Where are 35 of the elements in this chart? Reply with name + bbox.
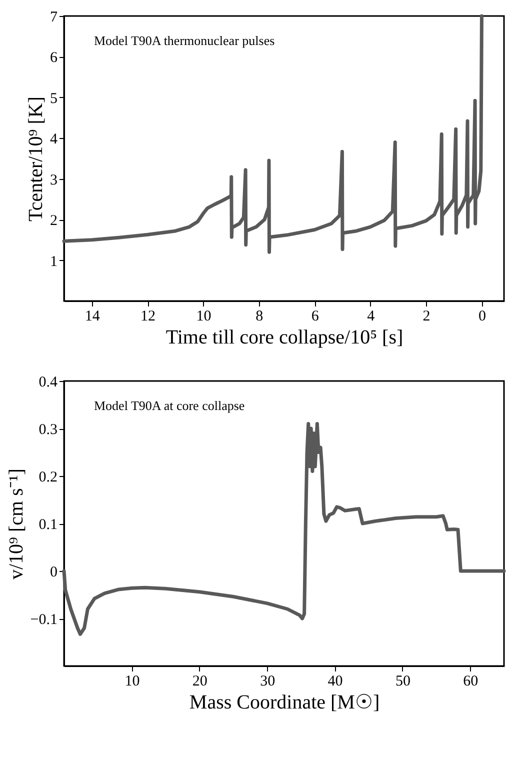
line-series — [62, 14, 484, 254]
x-axis-title: Time till core collapse/10⁵ [s] — [166, 326, 404, 348]
y-tick-label: 0.4 — [38, 374, 58, 390]
y-tick-label: 7 — [50, 10, 58, 26]
x-tick-label: 10 — [124, 674, 140, 690]
x-tick-label: 8 — [256, 308, 264, 324]
y-tick-label: 1 — [50, 254, 58, 270]
x-tick-label: 50 — [395, 674, 410, 690]
x-tick-label: 12 — [140, 308, 156, 324]
y-tick-label: 0.2 — [38, 470, 58, 486]
y-tick-label: 0.3 — [38, 422, 58, 438]
y-tick-label: 0.1 — [38, 517, 58, 533]
y-tick-label: −0.1 — [30, 612, 58, 628]
x-tick-label: 20 — [192, 674, 208, 690]
line-series — [62, 422, 506, 636]
y-tick-label: 4 — [50, 132, 58, 148]
x-tick-label: 40 — [328, 674, 343, 690]
x-tick-label: 14 — [84, 308, 100, 324]
y-axis-title: Tcenter/10⁹ [K] — [25, 96, 47, 222]
x-tick-label: 4 — [367, 308, 376, 324]
x-tick-label: 60 — [463, 674, 478, 690]
y-axis-title: v/10⁹ [cm s⁻¹] — [5, 468, 28, 580]
x-tick-label: 0 — [478, 308, 486, 324]
x-tick-label: 2 — [422, 308, 430, 324]
y-tick-label: 3 — [50, 172, 58, 188]
y-tick-label: 6 — [50, 50, 58, 66]
annotation: Model T90A at core collapse — [94, 398, 245, 413]
annotation: Model T90A thermonuclear pulses — [94, 33, 275, 48]
y-tick-label: 2 — [50, 213, 58, 230]
x-tick-label: 30 — [260, 674, 276, 690]
x-axis-title: Mass Coordinate [M☉] — [189, 692, 380, 714]
y-tick-label: 5 — [50, 90, 58, 107]
x-tick-label: 6 — [311, 308, 320, 324]
y-tick-label: 0 — [50, 564, 58, 580]
x-tick-label: 10 — [196, 308, 212, 324]
